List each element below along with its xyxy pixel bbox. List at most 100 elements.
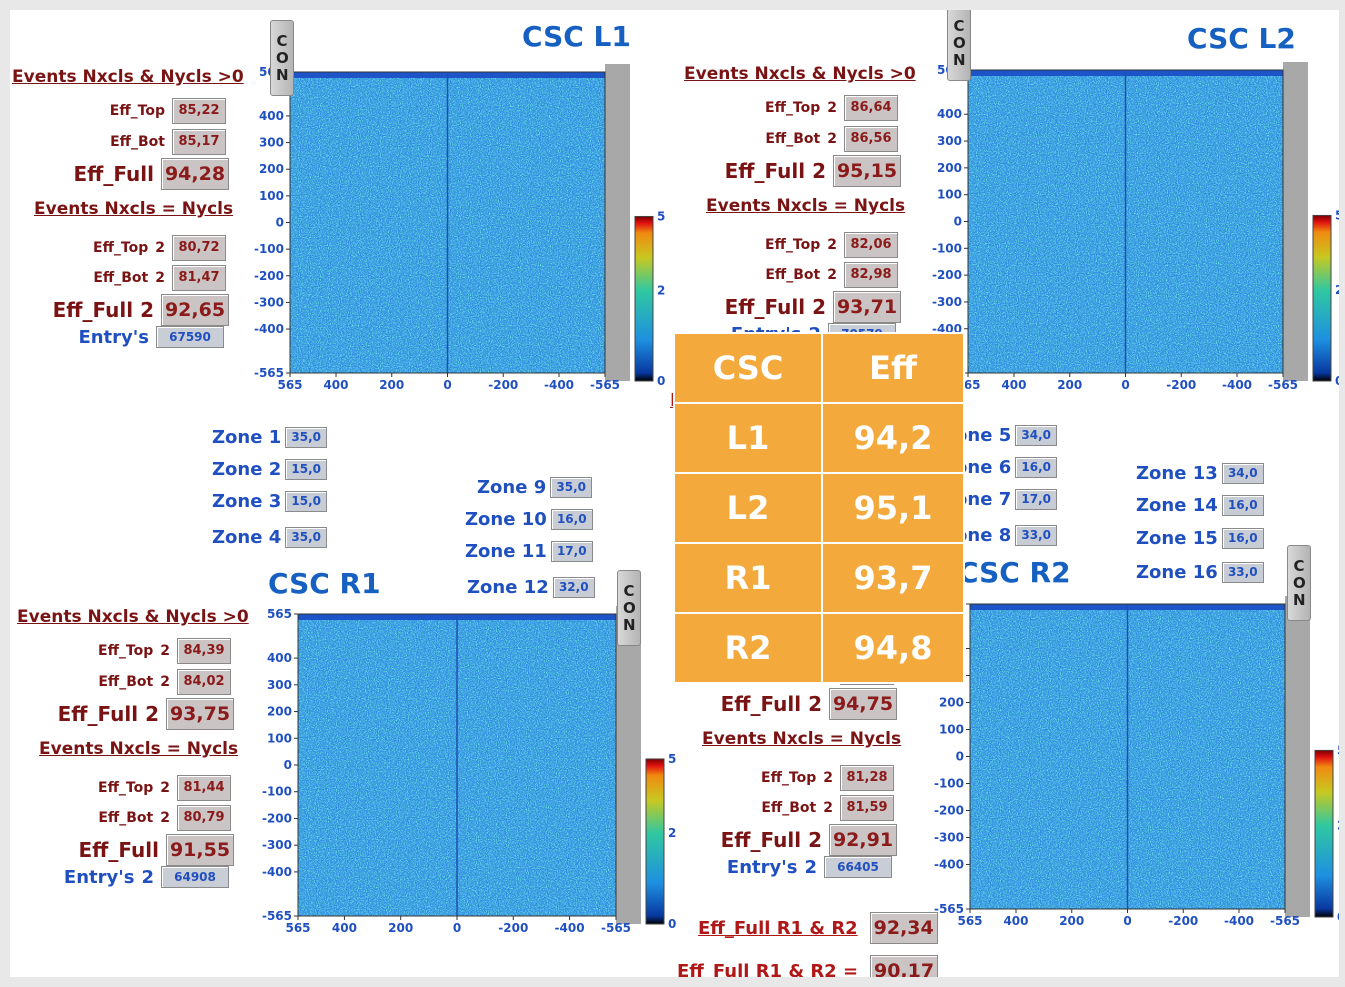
metric-value: 95,15 bbox=[833, 155, 901, 187]
plot-frame bbox=[1283, 62, 1308, 381]
screen: 5654003002001000-100-200-300-400-5655654… bbox=[0, 0, 1345, 987]
metric-label: Eff_Bot bbox=[765, 267, 820, 283]
entry-label: Entry's bbox=[78, 327, 149, 348]
y-tick-label: -100 bbox=[254, 242, 284, 256]
metric-channel: 2 bbox=[145, 702, 159, 726]
x-tick-label: -565 bbox=[601, 921, 631, 935]
zone-value: 17,0 bbox=[551, 541, 593, 562]
metric-label: Eff_Bot bbox=[93, 270, 148, 286]
y-tick-label: -300 bbox=[254, 295, 284, 309]
metric-value: 93,75 bbox=[166, 698, 234, 730]
zone-value: 35,0 bbox=[285, 427, 327, 448]
y-tick-label: -300 bbox=[934, 830, 964, 844]
y-tick-label: 0 bbox=[954, 215, 962, 229]
table-cell: L2 bbox=[674, 473, 822, 543]
metric-row: Eff_Top 2 81,28 bbox=[761, 765, 894, 791]
metric-value: 86,56 bbox=[844, 126, 898, 152]
colorbar-label: 5 bbox=[1335, 208, 1343, 222]
entry-label: Entry's bbox=[64, 867, 135, 888]
section-title: Events Nxcls = Nycls bbox=[702, 729, 901, 749]
metric-channel: 2 bbox=[155, 240, 165, 256]
x-tick-label: -400 bbox=[1222, 378, 1252, 392]
y-tick-label: 400 bbox=[259, 109, 284, 123]
section-title: Events Nxcls = Nycls bbox=[34, 199, 233, 219]
metric-channel: 2 bbox=[823, 800, 833, 816]
table-cell: 94,2 bbox=[822, 403, 964, 473]
metric-label: Eff_Top bbox=[98, 780, 153, 796]
metric-label: Eff_Bot bbox=[98, 810, 153, 826]
y-tick-label: 200 bbox=[939, 696, 964, 710]
metric-label: Eff_Top bbox=[110, 103, 165, 119]
metric-label: Eff_Top bbox=[765, 100, 820, 116]
zone-value: 35,0 bbox=[550, 477, 592, 498]
zone-label: Zone 11 bbox=[465, 541, 547, 562]
metric-channel: 2 bbox=[823, 770, 833, 786]
table-row: R294,8 bbox=[674, 613, 964, 683]
con-button[interactable]: CON bbox=[1287, 545, 1311, 621]
y-tick-label: -200 bbox=[254, 269, 284, 283]
con-button[interactable]: CON bbox=[270, 20, 294, 96]
metric-channel: 2 bbox=[140, 298, 154, 322]
section-title: Events Nxcls = Nycls bbox=[706, 196, 905, 216]
colorbar-label: 5 bbox=[657, 209, 665, 223]
x-tick-label: 0 bbox=[1121, 378, 1129, 392]
header-cell: CSC bbox=[674, 333, 822, 403]
metric-value: 93,71 bbox=[833, 291, 901, 323]
metric-label: Eff_Full bbox=[74, 162, 154, 186]
metric-value: 84,39 bbox=[177, 638, 231, 664]
x-tick-label: 0 bbox=[1123, 914, 1131, 928]
metric-row: Eff_Full 94,28 bbox=[74, 158, 229, 190]
metric-value: 82,06 bbox=[844, 232, 898, 258]
y-tick-label: 200 bbox=[267, 705, 292, 719]
metric-row: Eff_Top280,72 bbox=[93, 235, 226, 261]
zone-row: Zone 435,0 bbox=[212, 527, 327, 548]
zone-label: Zone 14 bbox=[1136, 495, 1218, 516]
metric-value: 92,91 bbox=[829, 824, 897, 856]
x-tick-label: -400 bbox=[555, 921, 585, 935]
metric-label: Eff_Bot bbox=[765, 131, 820, 147]
entry-value: 64908 bbox=[161, 866, 229, 888]
y-tick-label: 100 bbox=[937, 188, 962, 202]
x-tick-label: -565 bbox=[590, 378, 620, 392]
y-tick-label: -100 bbox=[262, 785, 292, 799]
metric-label: Eff_Top bbox=[761, 770, 816, 786]
zone-label: Zone 16 bbox=[1136, 562, 1218, 583]
y-tick-label: 100 bbox=[939, 723, 964, 737]
metric-label: Eff_Full bbox=[725, 295, 805, 319]
metric-row: Eff_Bot284,02 bbox=[98, 669, 231, 695]
zone-row: Zone 1334,0 bbox=[1136, 463, 1264, 484]
section-title: Events Nxcls & Nycls >0 bbox=[684, 64, 916, 84]
metric-value: 94,28 bbox=[161, 158, 229, 190]
colorbar-label: 2 bbox=[668, 826, 676, 840]
y-tick-label: 100 bbox=[259, 189, 284, 203]
metric-value: 80,72 bbox=[172, 235, 226, 261]
metric-row: Eff_Top 85,22 bbox=[110, 98, 226, 124]
metric-value: 85,22 bbox=[172, 98, 226, 124]
heatmap-plot: 5654003002001000-100-200-300-400-5655654… bbox=[923, 60, 1345, 403]
zone-row: Zone 215,0 bbox=[212, 459, 327, 480]
y-tick-label: 0 bbox=[284, 758, 292, 772]
table-cell: 94,8 bbox=[822, 613, 964, 683]
con-label: CON bbox=[1293, 558, 1305, 609]
colorbar bbox=[1313, 215, 1331, 381]
y-tick-label: 200 bbox=[937, 161, 962, 175]
con-button[interactable]: CON bbox=[947, 5, 971, 81]
metric-value: 81,28 bbox=[840, 765, 894, 791]
colorbar bbox=[1315, 750, 1333, 917]
zone-value: 16,0 bbox=[1222, 528, 1264, 549]
zone-label: Zone 12 bbox=[467, 577, 549, 598]
entry-channel: 2 bbox=[141, 867, 154, 888]
metric-label: Eff_Full bbox=[725, 159, 805, 183]
metric-row: Eff_Top281,44 bbox=[98, 775, 231, 801]
zone-label: Zone 1 bbox=[212, 427, 281, 448]
colorbar-label: 2 bbox=[657, 284, 665, 298]
con-button[interactable]: CON bbox=[617, 570, 641, 646]
y-tick-label: -100 bbox=[932, 241, 962, 255]
